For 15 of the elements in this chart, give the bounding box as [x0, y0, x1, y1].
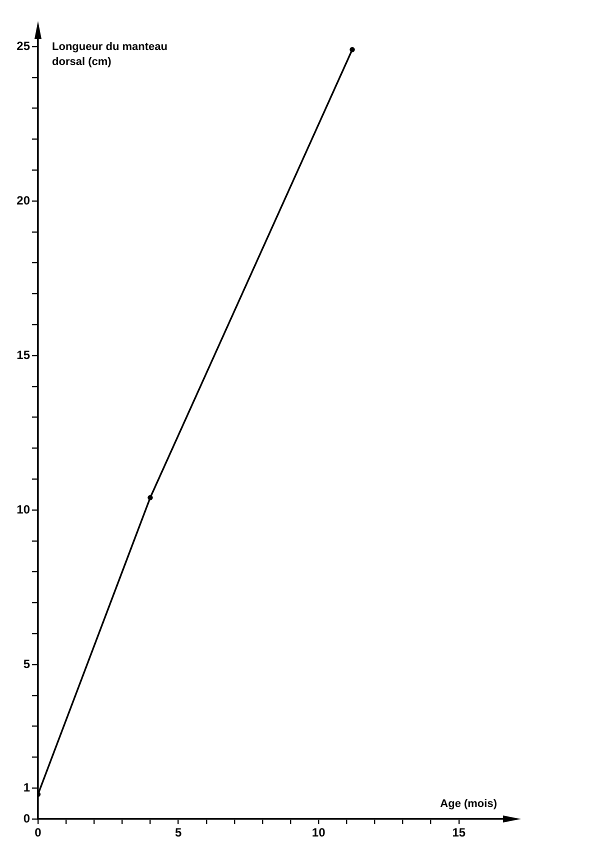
x-tick-label: 15	[452, 826, 466, 840]
point	[148, 495, 153, 500]
y-axis-title: Longueur du manteau dorsal (cm)	[52, 41, 168, 68]
y-tick-label: 0	[23, 811, 30, 826]
x-tick-label: 5	[174, 826, 182, 840]
x-tick-label: 10	[312, 826, 326, 840]
x-tick-label: 0	[34, 826, 42, 840]
y-tick-label: 20	[16, 193, 30, 208]
y-tick-label: 15	[16, 348, 30, 362]
point	[350, 47, 355, 52]
x-axis-title: Age (mois)	[440, 798, 498, 810]
y-tick-label: 25	[16, 38, 30, 53]
y-tick-label: 1	[23, 780, 30, 794]
y-tick-label: 5	[23, 656, 30, 671]
y-tick-label: 10	[16, 502, 30, 516]
